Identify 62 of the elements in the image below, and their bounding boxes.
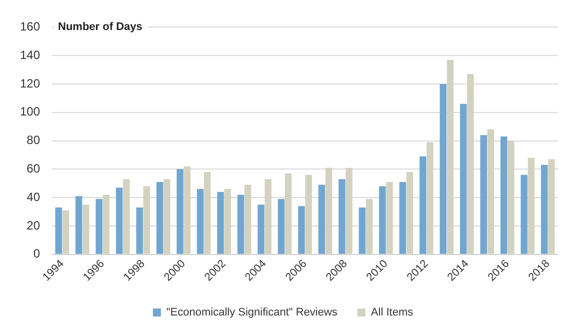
bar xyxy=(82,204,90,254)
y-tick-label: 100 xyxy=(20,104,40,119)
bar xyxy=(446,60,454,254)
bar xyxy=(123,179,130,254)
bar xyxy=(237,194,244,254)
bar xyxy=(520,174,528,254)
bar xyxy=(548,159,555,254)
y-tick-label: 160 xyxy=(20,20,40,34)
bar xyxy=(467,74,474,254)
y-tick-label: 140 xyxy=(20,48,40,62)
bar xyxy=(420,156,426,254)
bar xyxy=(102,194,110,254)
bar xyxy=(508,140,514,254)
y-axis-title: Number of Days xyxy=(58,21,142,34)
bar xyxy=(75,196,82,254)
bar xyxy=(62,210,70,254)
bar xyxy=(55,208,62,254)
bar xyxy=(224,189,231,254)
bar xyxy=(204,172,211,254)
bar xyxy=(500,136,508,254)
bar xyxy=(136,208,143,254)
bar xyxy=(338,179,346,254)
bar xyxy=(480,135,487,254)
bar xyxy=(325,168,332,254)
bar xyxy=(156,182,164,254)
y-tick-label: 80 xyxy=(26,133,40,148)
bar xyxy=(440,84,447,254)
bar xyxy=(176,169,184,254)
bar xyxy=(164,179,170,254)
bar xyxy=(184,166,190,254)
bar xyxy=(460,104,467,254)
bar xyxy=(264,179,272,254)
bar xyxy=(318,184,326,254)
bar xyxy=(406,172,414,254)
bar xyxy=(487,129,494,254)
bar xyxy=(528,158,535,254)
bar xyxy=(346,168,352,254)
bar xyxy=(358,208,366,254)
bar xyxy=(298,206,305,254)
bar xyxy=(386,182,393,254)
bar xyxy=(244,184,252,254)
y-tick-label: 120 xyxy=(20,76,40,90)
bar xyxy=(116,188,123,254)
bar xyxy=(278,198,285,254)
bar xyxy=(366,198,373,254)
y-tick-label: 40 xyxy=(26,190,40,204)
bar xyxy=(258,204,264,254)
bar xyxy=(196,189,204,254)
bar xyxy=(96,198,102,254)
legend-label: "Economically Significant" Reviews xyxy=(166,306,338,319)
bar xyxy=(143,186,150,254)
y-tick-label: 20 xyxy=(26,218,40,232)
bar xyxy=(284,173,292,254)
bar xyxy=(379,186,386,254)
bar xyxy=(217,192,224,254)
bar xyxy=(540,164,548,254)
legend-label: All Items xyxy=(370,306,414,319)
y-tick-label: 0 xyxy=(33,246,40,261)
bar xyxy=(426,142,434,254)
y-tick-label: 60 xyxy=(26,161,40,176)
bar xyxy=(305,174,312,254)
bar xyxy=(399,182,406,254)
